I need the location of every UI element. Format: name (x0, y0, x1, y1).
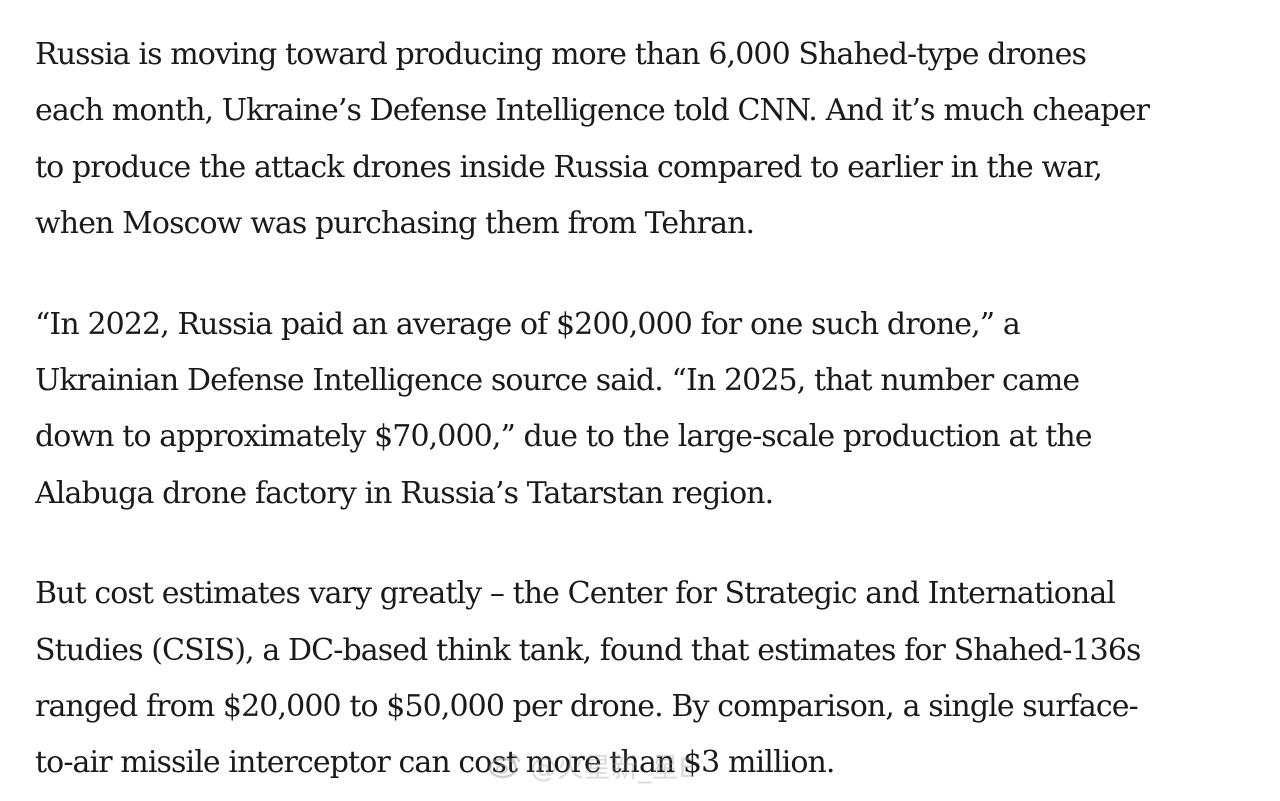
text-line: when Moscow was purchasing them from Teh… (35, 206, 755, 242)
text-line: But cost estimates vary greatly – the Ce… (35, 576, 1116, 612)
paragraph-production: Russia is moving toward producing more t… (35, 27, 1235, 253)
text-line: down to approximately $70,000,” due to t… (35, 419, 1093, 455)
article-body: Russia is moving toward producing more t… (35, 27, 1235, 792)
text-line: “In 2022, Russia paid an average of $200… (35, 306, 1021, 342)
text-line: to-air missile interceptor can cost more… (35, 745, 835, 781)
text-line: Ukrainian Defense Intelligence source sa… (35, 363, 1080, 399)
text-line: each month, Ukraine’s Defense Intelligen… (35, 93, 1150, 129)
text-line: Studies (CSIS), a DC-based think tank, f… (35, 632, 1141, 668)
paragraph-cost-quote: “In 2022, Russia paid an average of $200… (35, 297, 1235, 523)
text-line: Alabuga drone factory in Russia’s Tatars… (35, 475, 774, 511)
paragraph-cost-estimates: But cost estimates vary greatly – the Ce… (35, 566, 1235, 792)
text-line: Russia is moving toward producing more t… (35, 37, 1087, 72)
text-line: to produce the attack drones inside Russ… (35, 149, 1103, 185)
text-line: ranged from $20,000 to $50,000 per drone… (35, 689, 1139, 725)
